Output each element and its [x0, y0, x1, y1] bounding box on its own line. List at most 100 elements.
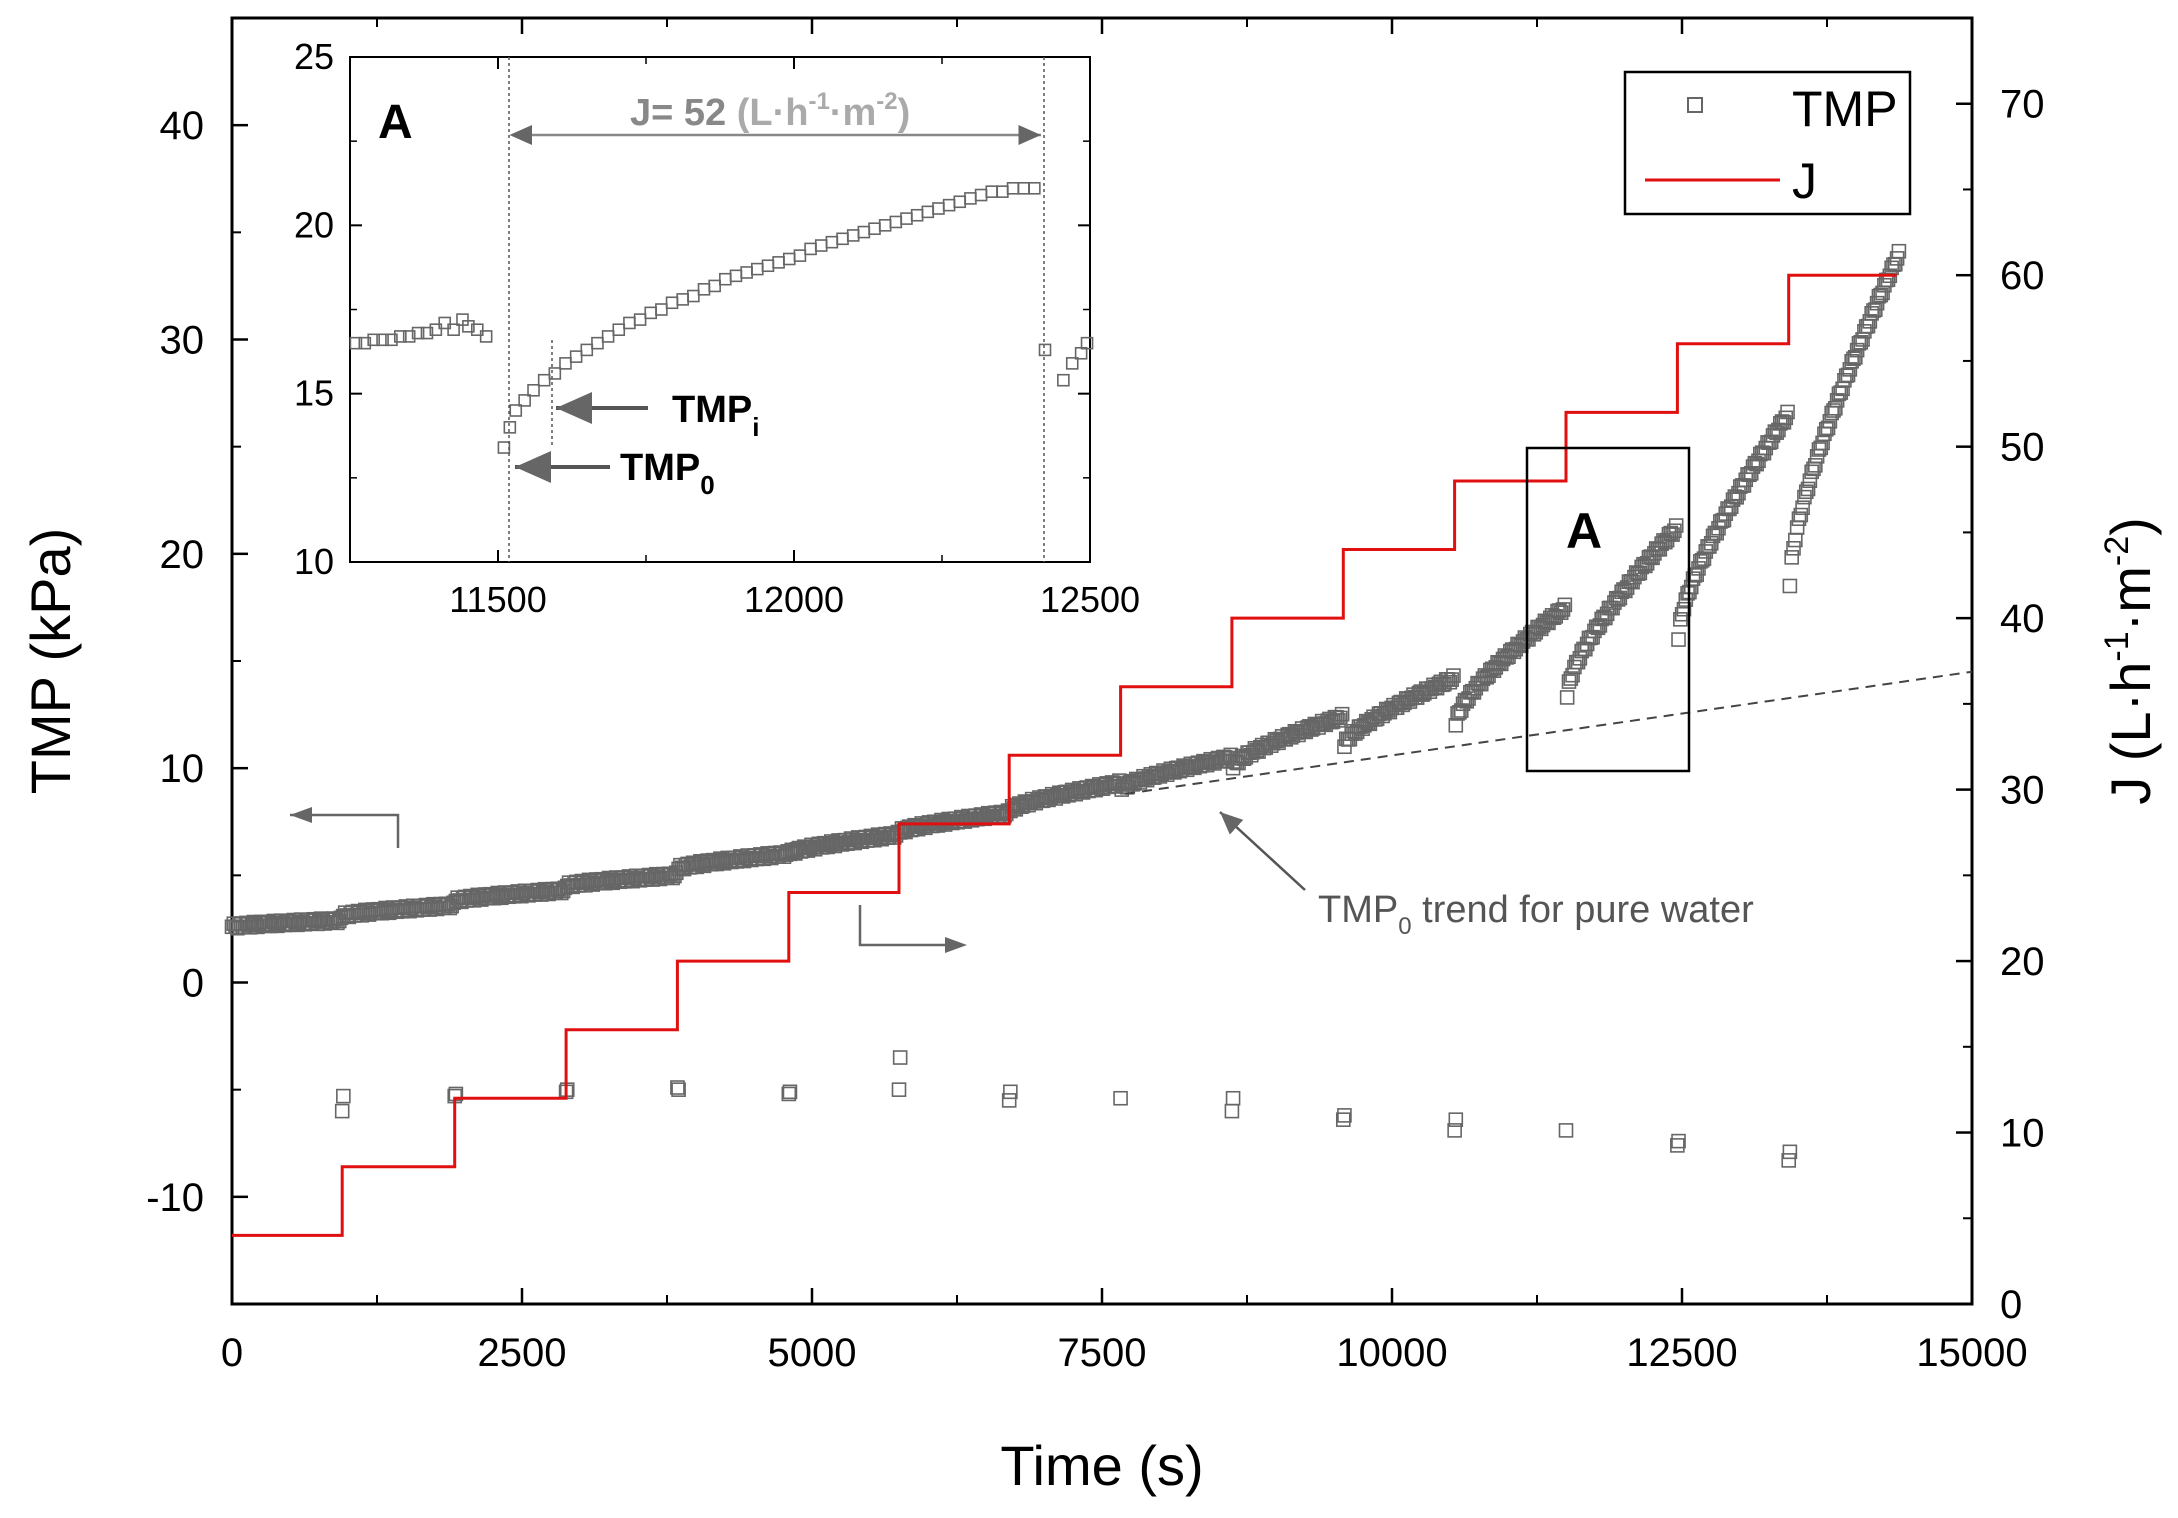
- inset-tmp-point: [708, 279, 721, 293]
- inset-tmp-point: [518, 394, 531, 407]
- inset-tmp-point: [470, 323, 484, 337]
- legend: TMP J: [1623, 70, 1912, 216]
- tmp-point: [1871, 288, 1887, 304]
- tmp-point: [1782, 578, 1798, 594]
- tmp-transition-point: [1670, 1138, 1685, 1153]
- trend-annotation-arrow: [1219, 811, 1306, 891]
- x-tick-label: 10000: [1336, 1331, 1447, 1375]
- y-right-title-sup2: -2: [2098, 536, 2136, 566]
- tmp-point: [1828, 401, 1843, 416]
- tmp-point: [1703, 535, 1719, 551]
- region-box-a-label: A: [1566, 503, 1602, 559]
- tmp-point: [1846, 351, 1861, 367]
- trend-label-sub: 0: [1398, 913, 1411, 940]
- y-right-title-base: J (L·h: [2099, 662, 2162, 805]
- inset-tmp-point: [1080, 336, 1094, 350]
- tmp-point: [1668, 518, 1684, 533]
- inset-tmp-point: [601, 330, 615, 343]
- tmp-point: [1693, 554, 1708, 569]
- y-left-tick-label: 0: [182, 962, 204, 1006]
- tmp-point: [1567, 659, 1582, 675]
- tmp-transition-point: [336, 1088, 351, 1104]
- inset-tmp-point: [367, 333, 380, 347]
- inset-flux-label-sup2: -2: [876, 88, 897, 115]
- inset-tmp-point: [349, 336, 363, 350]
- tmp-transition-point: [1003, 1084, 1018, 1100]
- tmp-point: [1446, 668, 1461, 683]
- inset-tmp-point: [420, 326, 434, 340]
- inset-y-tick-label: 25: [294, 36, 334, 77]
- inset-axes-tick-labels: 11500 12000 12500 10 15 20 25: [294, 36, 1140, 620]
- inset-tmp-point: [385, 333, 398, 347]
- main-axes-tick-labels: 0 2500 5000 7500 10000 12500 15000-10010203040…: [146, 83, 2044, 1375]
- tmp-point: [1837, 373, 1852, 388]
- tmp-transition-point: [1671, 1133, 1686, 1149]
- inset-tmpi-label: TMPi: [672, 389, 759, 442]
- tmp-point: [1802, 473, 1818, 489]
- tmp-point: [1826, 403, 1841, 418]
- tmp-point: [1673, 612, 1688, 627]
- tmp-transition-point: [1225, 1090, 1241, 1106]
- tmp-transition-point: [1558, 1123, 1574, 1138]
- tmp-transition-point: [782, 1084, 798, 1100]
- inset-tmp-point: [509, 404, 523, 417]
- inset-x-tick-label: 12500: [1040, 579, 1140, 620]
- y-axis-left-title: TMP (kPa): [19, 528, 82, 795]
- y-left-tick-label: 10: [160, 747, 205, 791]
- inset-tmp-point: [479, 330, 493, 343]
- inset-tmp-point: [1028, 182, 1041, 195]
- tmp-point: [1685, 571, 1701, 586]
- y-right-tick-label: 50: [2000, 426, 2045, 470]
- inset-tmp-point: [438, 316, 452, 330]
- y-axis-right-title: J (L·h-1·m-2): [2098, 517, 2162, 805]
- y-left-tick-label: -10: [146, 1176, 204, 1220]
- inset-tmp-point: [411, 326, 425, 340]
- inset-tmp-point: [1057, 373, 1070, 387]
- inset-tmp0-label: TMP0: [620, 447, 715, 500]
- pure-water-trend: [1125, 670, 1973, 795]
- tmp-point: [1698, 544, 1714, 559]
- inset-tmp-point: [447, 323, 460, 337]
- x-tick-label: 15000: [1916, 1331, 2027, 1375]
- tmp-point: [1791, 511, 1807, 527]
- y-right-title-sup1: -1: [2098, 631, 2136, 661]
- inset-x-tick-label: 11500: [449, 579, 546, 620]
- inset-y-tick-label: 15: [294, 373, 334, 414]
- y-right-tick-label: 60: [2000, 254, 2045, 298]
- y-right-tick-label: 70: [2000, 83, 2045, 127]
- inset-x-tick-label: 12000: [744, 579, 844, 620]
- tmp-point: [1667, 523, 1682, 539]
- inset-flux-label-mid: ·m: [830, 92, 876, 134]
- y-right-tick-label: 40: [2000, 597, 2045, 641]
- tmp-point: [1665, 527, 1680, 542]
- right-axis-arrow: [858, 905, 967, 953]
- tmp-point: [1784, 550, 1799, 565]
- tmp-point: [1559, 690, 1575, 705]
- tmp-transition-point: [1335, 1112, 1351, 1127]
- tmp-transition-point: [671, 1082, 686, 1097]
- tmp-point: [1444, 672, 1459, 687]
- left-axis-arrow: [290, 807, 400, 848]
- y-left-tick-label: 40: [160, 104, 205, 148]
- tmp-point: [1705, 528, 1721, 544]
- main-plot: 0 2500 5000 7500 10000 12500 15000-10010203040…: [146, 16, 2045, 1375]
- inset-tmp-point: [376, 333, 389, 347]
- inset-tmp-point: [633, 313, 647, 326]
- tmp-transition-point: [334, 1103, 350, 1119]
- x-tick-label: 7500: [1058, 1331, 1147, 1375]
- x-tick-label: 0: [221, 1331, 243, 1375]
- tmp-point: [1877, 277, 1892, 293]
- inset-tmp-point: [687, 289, 700, 303]
- tmp-point: [1864, 306, 1879, 321]
- tmp-point: [1853, 335, 1869, 350]
- tmp-point: [1851, 336, 1867, 351]
- tmp-point: [1563, 671, 1579, 686]
- inset-tmp-point: [527, 383, 540, 397]
- inset-tmp-series: [349, 182, 1094, 454]
- inset-tmp-point: [591, 336, 604, 350]
- tmp-point: [1553, 605, 1569, 620]
- inset-tmp-point: [793, 249, 807, 262]
- inset-tmp-point: [612, 323, 626, 337]
- inset-flux-label-unit: (L·h: [737, 92, 809, 134]
- inset-tmp-point: [569, 350, 583, 363]
